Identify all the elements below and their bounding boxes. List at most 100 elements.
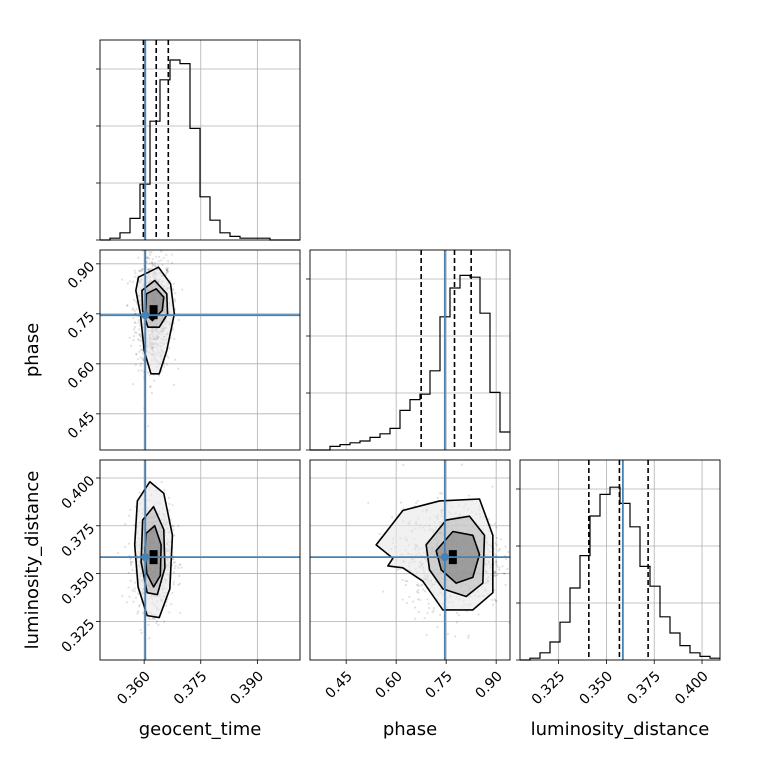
sample-point <box>177 583 180 586</box>
sample-point <box>172 582 175 586</box>
sample-point <box>178 574 181 578</box>
panel-frame <box>309 459 511 661</box>
sample-point <box>157 374 161 377</box>
sample-point <box>436 625 439 629</box>
sample-point <box>160 250 163 253</box>
sample-point <box>165 363 169 366</box>
sample-point <box>121 594 124 598</box>
sample-point <box>141 349 144 352</box>
sample-point <box>460 463 464 466</box>
sample-point <box>173 567 176 570</box>
sample-point <box>172 528 175 531</box>
contour-line <box>133 480 174 619</box>
sample-point <box>129 508 132 511</box>
sample-point <box>432 607 436 610</box>
sample-point <box>124 523 127 526</box>
sample-point <box>162 620 166 623</box>
sample-point <box>172 525 175 528</box>
sample-point <box>501 565 504 568</box>
sample-point <box>149 253 152 256</box>
truth-point <box>440 553 449 562</box>
sample-point <box>507 550 510 554</box>
sample-point <box>147 268 150 271</box>
sample-point <box>134 331 137 334</box>
sample-point <box>522 567 524 569</box>
sample-point <box>155 245 157 247</box>
sample-point <box>138 333 141 336</box>
sample-point <box>518 557 520 559</box>
sample-point <box>148 257 151 260</box>
sample-point <box>493 553 496 556</box>
sample-point <box>138 269 141 273</box>
sample-point <box>139 339 143 343</box>
sample-point <box>124 545 127 549</box>
sample-point <box>153 379 156 382</box>
sample-point <box>171 504 174 507</box>
sample-point <box>493 522 497 525</box>
sample-point <box>511 530 513 532</box>
sample-point <box>140 269 143 272</box>
sample-point <box>134 581 137 584</box>
sample-point <box>141 268 144 271</box>
sample-point <box>138 491 141 494</box>
sample-point <box>147 268 150 271</box>
sample-point <box>165 271 168 275</box>
sample-point <box>140 362 143 365</box>
sample-point <box>160 480 163 484</box>
sample-point <box>495 526 498 529</box>
sample-point <box>137 592 140 595</box>
contour-line <box>435 530 481 584</box>
sample-point <box>166 269 169 272</box>
sample-point <box>138 350 141 353</box>
sample-point <box>426 598 429 601</box>
sample-point <box>493 570 496 573</box>
sample-point <box>446 632 449 635</box>
sample-point <box>134 300 138 303</box>
x-tick-label: 0.400 <box>672 668 712 708</box>
sample-point <box>127 542 131 545</box>
sample-point <box>157 264 160 267</box>
sample-point <box>139 364 142 367</box>
sample-point <box>128 514 131 517</box>
sample-point <box>155 621 158 625</box>
sample-point <box>402 464 405 467</box>
sample-point <box>417 583 420 586</box>
sample-point <box>506 567 509 571</box>
sample-point <box>514 558 516 560</box>
sample-point <box>401 598 404 601</box>
sample-point <box>131 568 134 572</box>
sample-point <box>426 611 429 614</box>
sample-point <box>126 304 129 307</box>
sample-point <box>423 590 427 593</box>
sample-point <box>136 612 139 615</box>
sample-point <box>171 328 175 331</box>
x-tick-label: 0.390 <box>227 668 267 708</box>
truth-point <box>141 311 150 320</box>
sample-point <box>162 256 165 259</box>
sample-point <box>139 334 142 337</box>
sample-point <box>172 282 175 285</box>
sample-point <box>427 606 431 610</box>
sample-point <box>367 501 370 504</box>
sample-point <box>127 571 130 574</box>
sample-point <box>149 385 152 388</box>
sample-point <box>163 365 166 368</box>
sample-point <box>498 568 501 571</box>
sample-point <box>145 247 147 249</box>
truth-point <box>141 553 150 562</box>
sample-point <box>138 603 141 607</box>
joint-panel-phase-luminosity_distance <box>309 459 524 661</box>
sample-point <box>166 268 169 271</box>
sample-point <box>134 596 138 599</box>
sample-point <box>514 537 516 539</box>
sample-point <box>141 352 144 355</box>
sample-point <box>495 560 498 564</box>
sample-point <box>169 518 173 521</box>
sample-point <box>404 583 407 587</box>
sample-point <box>421 588 425 591</box>
sample-point <box>131 280 134 283</box>
panel-inner <box>100 245 300 450</box>
y-tick-label: 0.60 <box>65 359 98 392</box>
panel-inner <box>100 460 300 660</box>
sample-point <box>135 352 138 355</box>
